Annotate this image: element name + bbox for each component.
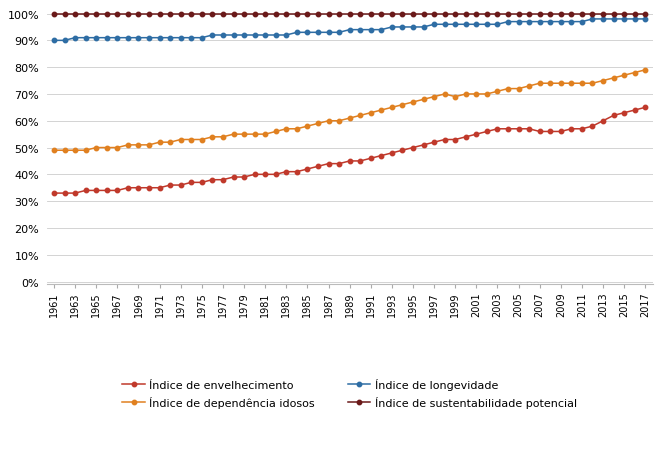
Índice de longevidade	[641, 17, 649, 22]
Índice de envelhecimento	[641, 106, 649, 111]
Índice de sustentabilidade potencial	[641, 12, 649, 17]
Índice de longevidade	[589, 17, 597, 22]
Índice de dependência idosos	[304, 124, 312, 129]
Line: Índice de dependência idosos: Índice de dependência idosos	[52, 68, 647, 153]
Índice de envelhecimento	[304, 167, 312, 173]
Legend: Índice de envelhecimento, Índice de dependência idosos, Índice de longevidade, Í: Índice de envelhecimento, Índice de depe…	[123, 378, 577, 408]
Índice de envelhecimento	[208, 178, 216, 183]
Índice de dependência idosos	[50, 148, 58, 154]
Índice de envelhecimento	[50, 191, 58, 196]
Line: Índice de longevidade: Índice de longevidade	[52, 17, 647, 44]
Índice de dependência idosos	[462, 92, 470, 97]
Índice de sustentabilidade potencial	[452, 12, 460, 17]
Índice de envelhecimento	[71, 191, 79, 196]
Índice de dependência idosos	[82, 148, 90, 154]
Índice de sustentabilidade potencial	[71, 12, 79, 17]
Índice de envelhecimento	[462, 135, 470, 140]
Line: Índice de sustentabilidade potencial: Índice de sustentabilidade potencial	[52, 12, 647, 17]
Índice de dependência idosos	[641, 68, 649, 73]
Índice de sustentabilidade potencial	[462, 12, 470, 17]
Índice de longevidade	[304, 30, 312, 36]
Índice de longevidade	[462, 22, 470, 28]
Índice de longevidade	[82, 36, 90, 41]
Índice de sustentabilidade potencial	[208, 12, 216, 17]
Índice de envelhecimento	[452, 137, 460, 143]
Índice de envelhecimento	[82, 188, 90, 194]
Índice de dependência idosos	[208, 135, 216, 140]
Line: Índice de envelhecimento: Índice de envelhecimento	[52, 106, 647, 196]
Índice de sustentabilidade potencial	[304, 12, 312, 17]
Índice de longevidade	[452, 22, 460, 28]
Índice de dependência idosos	[452, 95, 460, 100]
Índice de dependência idosos	[71, 148, 79, 154]
Índice de longevidade	[208, 33, 216, 39]
Índice de longevidade	[50, 39, 58, 44]
Índice de sustentabilidade potencial	[82, 12, 90, 17]
Índice de longevidade	[71, 36, 79, 41]
Índice de sustentabilidade potencial	[50, 12, 58, 17]
